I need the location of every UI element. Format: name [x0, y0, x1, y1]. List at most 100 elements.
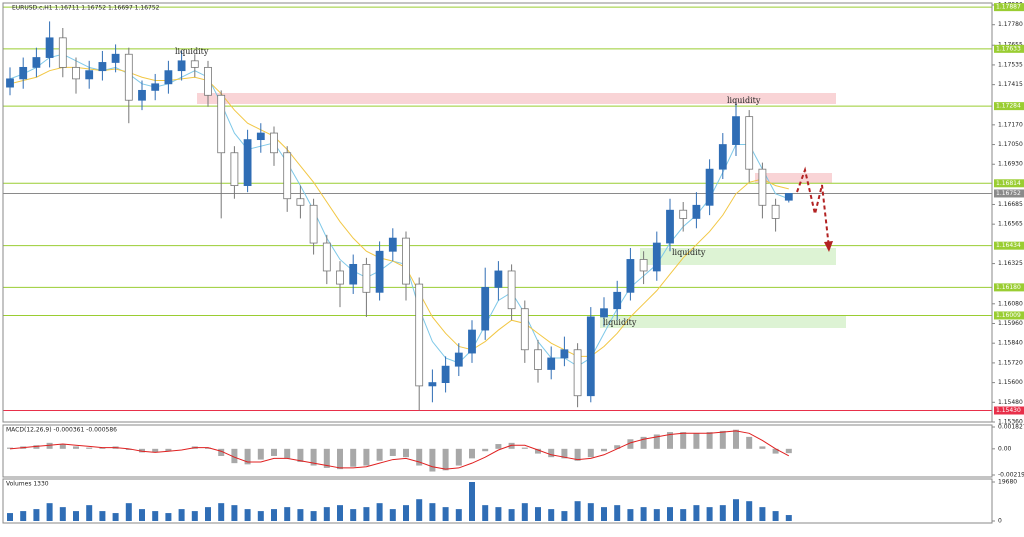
candle-body: [256, 132, 265, 141]
y-tick-label: 0.00: [998, 445, 1012, 452]
y-tick-label: 1.17170: [998, 121, 1023, 128]
y-tick-label: 1.16685: [998, 201, 1023, 208]
y-tick-label: 0.001827: [998, 424, 1024, 431]
volume-bar: [653, 509, 660, 521]
macd-bar: [785, 448, 792, 454]
level-label: 1.17284: [996, 103, 1021, 110]
candle-body: [402, 237, 410, 285]
macd-bar: [205, 447, 211, 449]
candle-body: [230, 152, 239, 186]
macd-bar: [46, 442, 53, 449]
plot-layer: [3, 6, 992, 521]
volume-bar: [627, 509, 634, 521]
volume-bar: [640, 507, 647, 521]
volume-bar: [389, 509, 396, 521]
liquidity-zone: [197, 93, 836, 104]
volume-bar: [495, 507, 502, 521]
level-label-box: [994, 241, 1024, 250]
candle-body: [534, 349, 542, 370]
volume-bar: [350, 509, 357, 521]
volume-bar: [508, 509, 515, 521]
candle-body: [283, 152, 292, 200]
y-tick-label: 1.17050: [998, 141, 1023, 148]
macd-bar: [218, 448, 225, 456]
macd-bar: [640, 436, 647, 449]
level-label-box: [994, 3, 1024, 12]
y-tick-label: 1.16325: [998, 260, 1023, 267]
candle-body: [6, 78, 14, 88]
y-tick-label: 1.16080: [998, 300, 1023, 307]
volume-bar: [403, 505, 409, 521]
level-label: 1.17887: [996, 4, 1021, 11]
candle-body: [705, 168, 714, 206]
volume-bar: [337, 505, 343, 521]
y-tick-label: 1.15600: [998, 379, 1023, 386]
liquidity-zone: [640, 248, 836, 265]
candle-body: [586, 316, 595, 397]
macd-bar: [653, 434, 660, 449]
macd-bar: [297, 448, 304, 462]
main-frame: [2, 2, 993, 423]
macd-bar: [469, 448, 475, 459]
volume-bar: [521, 503, 528, 521]
volume-title: Volumes 1330: [6, 481, 49, 488]
candle-body: [204, 66, 212, 96]
candle-body: [771, 204, 780, 219]
volume-bar: [139, 509, 145, 521]
y-tick-label: 1.15840: [998, 340, 1023, 347]
candle-body: [72, 66, 80, 80]
macd-bar: [99, 447, 106, 449]
level-label: 1.16009: [996, 312, 1021, 319]
macd-bar: [508, 442, 515, 449]
candle-body: [32, 57, 41, 68]
volume-bar: [284, 507, 291, 521]
volume-bar: [73, 511, 79, 521]
volume-bar: [191, 511, 198, 521]
y-tick-label: 1.15480: [998, 399, 1023, 406]
volume-bar: [125, 503, 132, 521]
level-label: 1.16752: [996, 190, 1021, 197]
macd-bar: [363, 448, 370, 466]
macd-bar: [521, 447, 528, 449]
candle-body: [151, 83, 160, 91]
level-label-box: [994, 311, 1024, 320]
macd-bar: [561, 448, 568, 459]
candle-body: [58, 37, 67, 68]
macd-bar: [601, 448, 607, 452]
macd-bar: [680, 432, 687, 449]
volume-bar: [112, 513, 119, 521]
macd-bar: [482, 448, 489, 452]
level-label: 1.15430: [996, 407, 1021, 414]
volume-bar: [244, 509, 251, 521]
level-label: 1.17633: [996, 45, 1021, 52]
macd-bar: [244, 448, 251, 465]
liquidity-zone: [755, 173, 832, 183]
candle-body: [177, 60, 186, 72]
macd-bar: [759, 446, 766, 449]
volume-bar: [746, 501, 753, 521]
macd-bar: [389, 448, 396, 456]
macd-bar: [86, 447, 93, 449]
volume-bar: [99, 511, 106, 521]
macd-bar: [495, 444, 502, 449]
volume-bar: [667, 507, 673, 521]
y-tick-label: 1.17535: [998, 61, 1023, 68]
volume-bar: [46, 503, 53, 521]
main-title: EURUSD.c,H1 1.16711 1.16752 1.16697 1.16…: [12, 5, 160, 12]
macd-bar: [442, 448, 449, 471]
macd-bar: [33, 445, 40, 449]
level-label-box: [994, 44, 1024, 53]
candle-body: [600, 308, 608, 318]
candle-body: [481, 286, 490, 331]
volume-bar: [587, 503, 594, 521]
candle-body: [441, 365, 450, 383]
volume-bar: [33, 509, 40, 521]
volume-bar: [7, 513, 13, 521]
volume-bar: [561, 511, 568, 521]
candle-body: [270, 132, 278, 154]
volume-bar: [376, 503, 383, 521]
candle-body: [124, 53, 133, 101]
candle-body: [349, 263, 358, 285]
volume-bar: [719, 505, 726, 521]
